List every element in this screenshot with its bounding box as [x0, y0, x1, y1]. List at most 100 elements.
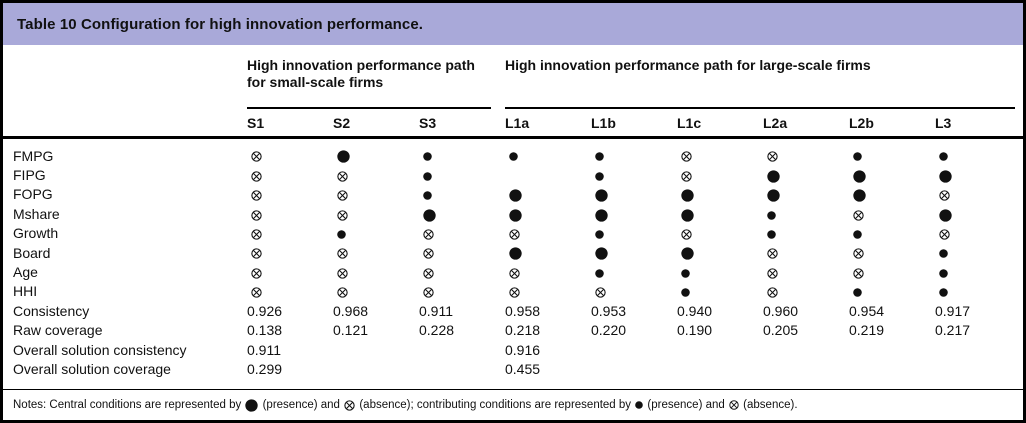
central-presence-icon	[423, 208, 436, 222]
contributing-absence-icon	[423, 268, 434, 279]
table-cell	[505, 245, 591, 261]
table-cell	[849, 283, 935, 299]
contributing-absence-icon	[251, 287, 262, 298]
table-row: Age	[13, 262, 1013, 281]
column-header-l2a: L2a	[763, 114, 788, 131]
table-cell: 0.958	[505, 302, 541, 319]
row-label: Raw coverage	[13, 322, 103, 339]
column-header-l1a: L1a	[505, 114, 530, 131]
table-cell: 0.917	[935, 302, 971, 319]
row-label: Mshare	[13, 205, 60, 222]
column-letters-row: S1 S2 S3 L1a L1b L1c L2a L2b L3	[13, 109, 1013, 136]
central-presence-icon	[337, 150, 350, 164]
contributing-presence-icon	[853, 230, 862, 239]
central-presence-icon	[595, 247, 608, 261]
contributing-absence-icon	[337, 268, 348, 279]
central-presence-icon	[509, 247, 522, 261]
contributing-presence-icon	[767, 210, 776, 220]
table-cell	[677, 148, 763, 164]
table-cell	[849, 245, 935, 261]
table-cell: 0.220	[591, 322, 627, 339]
row-label: Growth	[13, 225, 59, 242]
table-cell: 0.954	[849, 302, 885, 319]
contributing-absence-icon	[251, 248, 262, 260]
contributing-presence-icon	[595, 230, 604, 239]
contributing-absence-icon	[337, 287, 348, 298]
table-cell: 0.190	[677, 322, 713, 339]
central-presence-icon	[939, 208, 952, 222]
table-cell	[505, 283, 591, 299]
contributing-absence-icon	[337, 171, 348, 182]
table-cell	[333, 283, 419, 299]
contributing-absence-icon	[423, 229, 434, 240]
table-cell	[333, 264, 419, 280]
table-cell	[935, 186, 1021, 202]
table-cell	[505, 264, 591, 280]
table-cell	[419, 167, 505, 183]
table-cell	[247, 225, 333, 241]
row-label: Consistency	[13, 302, 90, 319]
contributing-presence-icon	[939, 249, 948, 259]
notes-segment: (presence) and	[644, 399, 728, 411]
table-cell: 0.138	[247, 322, 283, 339]
table-row: FOPG	[13, 185, 1013, 204]
table-cell	[591, 264, 677, 280]
contributing-presence-icon	[595, 172, 604, 181]
table-cell: 0.228	[419, 322, 455, 339]
table-cell	[849, 148, 935, 164]
table-row: Consistency 0.926 0.968 0.911 0.958 0.953 0.94…	[13, 301, 1013, 320]
table-cell	[763, 167, 849, 183]
central-presence-icon	[681, 247, 694, 261]
table-cell	[419, 225, 505, 241]
table-cell	[333, 148, 419, 164]
table-row: Overall solution coverage 0.299 0.455	[13, 359, 1013, 378]
table-cell	[419, 186, 505, 202]
contributing-absence-icon	[251, 268, 262, 279]
contributing-absence-icon	[337, 248, 348, 260]
table-cell	[677, 167, 763, 183]
table-cell	[591, 225, 677, 241]
table-cell	[763, 245, 849, 261]
row-label: FOPG	[13, 186, 53, 203]
table-cell	[505, 148, 591, 164]
column-header-s2: S2	[333, 114, 351, 131]
contributing-absence-icon	[423, 287, 434, 298]
row-label: Overall solution consistency	[13, 341, 187, 358]
table-cell: 0.219	[849, 322, 885, 339]
central-presence-icon	[767, 189, 780, 202]
table-cell: 0.217	[935, 322, 971, 339]
contributing-absence-icon	[251, 171, 262, 182]
central-presence-icon	[767, 170, 780, 183]
table-cell	[247, 148, 333, 164]
table-cell: 0.916	[505, 341, 541, 358]
table-header: High innovation performance path for sma…	[3, 45, 1023, 136]
table-cell	[247, 206, 333, 222]
contributing-presence-icon	[939, 288, 948, 297]
column-header-l2b: L2b	[849, 114, 874, 131]
contributing-absence-icon	[509, 229, 520, 240]
central-presence-icon	[853, 170, 866, 183]
table-cell	[849, 186, 935, 202]
table-cell	[763, 283, 849, 299]
notes-segment: (absence); contributing conditions are r…	[356, 399, 635, 411]
contributing-absence-icon	[681, 171, 692, 182]
table-cell	[505, 186, 591, 202]
table-row: FIPG	[13, 165, 1013, 184]
table-cell	[333, 206, 419, 222]
contributing-presence-icon	[853, 288, 862, 297]
central-absence-icon	[344, 399, 355, 411]
table-cell	[333, 245, 419, 261]
table-cell: 0.911	[419, 302, 453, 319]
group-header-small-scale: High innovation performance path for sma…	[247, 57, 491, 109]
column-header-s1: S1	[247, 114, 265, 131]
contributing-absence-icon	[509, 287, 520, 298]
table-cell	[247, 167, 333, 183]
table-cell: 0.926	[247, 302, 283, 319]
contributing-absence-icon	[681, 151, 692, 163]
table-title: Table 10 Configuration for high innovati…	[17, 15, 424, 33]
table-body: FMPG FIPG FOPG Mshare Growth Board Age HHI Consi…	[3, 142, 1023, 379]
table-cell	[849, 264, 935, 280]
table-cell	[247, 186, 333, 202]
table-cell: 0.121	[333, 322, 369, 339]
table-cell	[677, 245, 763, 261]
